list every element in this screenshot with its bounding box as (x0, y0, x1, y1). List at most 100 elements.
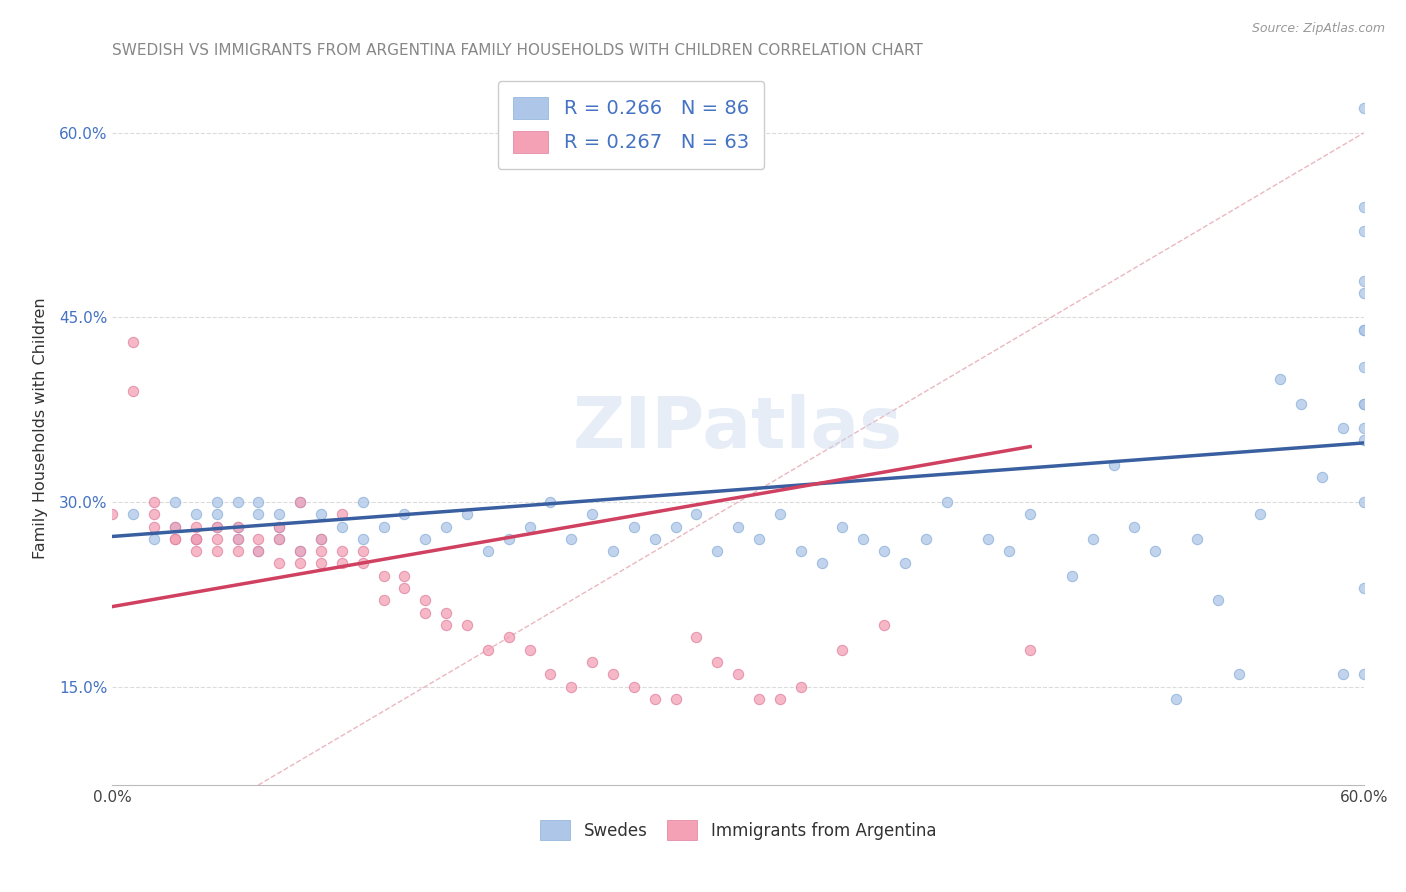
Point (413, 606, 436, 620)
Point (394, 508, 416, 522)
Point (644, 691, 666, 706)
Point (1353, 495, 1375, 509)
Point (727, 519, 749, 533)
Point (352, 544, 374, 558)
Point (163, 532, 186, 546)
Point (852, 532, 875, 546)
Point (226, 519, 249, 533)
Point (998, 544, 1021, 558)
Point (163, 532, 186, 546)
Point (538, 495, 561, 509)
Point (977, 532, 1000, 546)
Point (122, 334, 145, 349)
Point (290, 544, 312, 558)
Point (434, 519, 457, 533)
Point (1206, 593, 1229, 607)
Point (519, 519, 541, 533)
Point (184, 519, 207, 533)
Point (581, 508, 603, 522)
Point (269, 519, 291, 533)
Point (1227, 667, 1250, 681)
Y-axis label: Family Households with Children: Family Households with Children (32, 297, 48, 559)
Point (769, 691, 792, 706)
Point (143, 508, 166, 522)
Point (352, 532, 374, 546)
Point (873, 544, 896, 558)
Point (247, 532, 270, 546)
Point (769, 508, 792, 522)
Point (1353, 285, 1375, 300)
Point (873, 618, 896, 632)
Point (1060, 569, 1083, 583)
Point (184, 532, 207, 546)
Point (1353, 434, 1375, 448)
Point (163, 495, 186, 509)
Point (560, 532, 582, 546)
Point (290, 544, 312, 558)
Point (394, 569, 416, 583)
Point (184, 544, 207, 558)
Point (269, 557, 291, 571)
Point (413, 593, 436, 607)
Point (831, 519, 853, 533)
Point (1102, 458, 1125, 472)
Point (184, 532, 207, 546)
Point (1123, 519, 1146, 533)
Point (1081, 532, 1104, 546)
Point (309, 532, 332, 546)
Point (290, 495, 312, 509)
Point (373, 593, 395, 607)
Point (1019, 508, 1042, 522)
Point (1353, 667, 1375, 681)
Point (352, 557, 374, 571)
Point (727, 667, 749, 681)
Point (373, 569, 395, 583)
Point (790, 680, 813, 694)
Point (269, 532, 291, 546)
Point (1185, 532, 1208, 546)
Point (143, 495, 166, 509)
Point (1291, 396, 1313, 410)
Point (790, 544, 813, 558)
Point (1144, 544, 1167, 558)
Point (1249, 508, 1271, 522)
Point (290, 557, 312, 571)
Point (205, 508, 228, 522)
Point (748, 691, 770, 706)
Point (477, 544, 499, 558)
Point (394, 581, 416, 595)
Point (935, 495, 957, 509)
Point (247, 544, 270, 558)
Point (623, 680, 645, 694)
Point (205, 532, 228, 546)
Point (247, 495, 270, 509)
Point (330, 508, 353, 522)
Point (290, 495, 312, 509)
Point (748, 532, 770, 546)
Point (1353, 421, 1375, 435)
Point (1353, 396, 1375, 410)
Point (1353, 200, 1375, 214)
Point (309, 532, 332, 546)
Point (1331, 667, 1354, 681)
Point (456, 508, 478, 522)
Point (581, 655, 603, 669)
Point (498, 630, 520, 644)
Point (122, 384, 145, 399)
Point (184, 508, 207, 522)
Point (163, 519, 186, 533)
Point (122, 508, 145, 522)
Point (706, 544, 728, 558)
Point (1164, 691, 1187, 706)
Point (498, 532, 520, 546)
Point (1019, 642, 1042, 657)
Point (309, 508, 332, 522)
Point (685, 630, 707, 644)
Point (1353, 273, 1375, 287)
Point (373, 519, 395, 533)
Point (1353, 581, 1375, 595)
Text: Source: ZipAtlas.com: Source: ZipAtlas.com (1251, 22, 1385, 36)
Point (269, 519, 291, 533)
Point (1353, 396, 1375, 410)
Point (226, 495, 249, 509)
